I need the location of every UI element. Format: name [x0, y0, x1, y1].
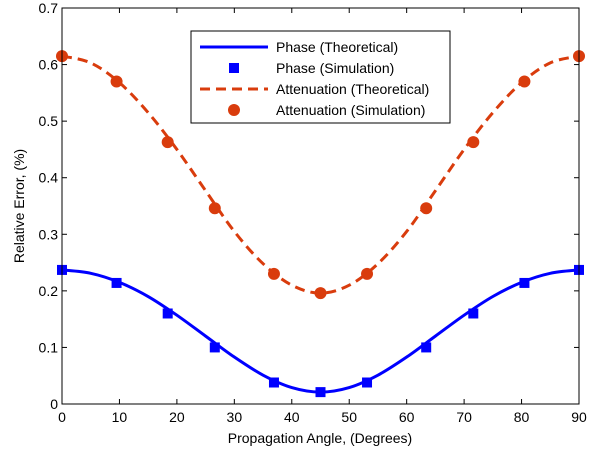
x-tick-label: 50: [341, 409, 357, 425]
y-tick-label: 0.2: [39, 283, 59, 299]
data-point-circle: [314, 287, 327, 300]
legend-entry: Phase (Theoretical): [200, 39, 398, 55]
legend-label: Attenuation (Theoretical): [276, 81, 429, 97]
legend-entry: Phase (Simulation): [229, 60, 394, 76]
data-point-square: [468, 308, 479, 319]
data-point-circle: [518, 75, 531, 88]
y-tick-label: 0.4: [39, 170, 59, 186]
data-point-square: [162, 308, 173, 319]
series-layer: [56, 50, 585, 398]
legend-entry: Attenuation (Theoretical): [200, 81, 429, 97]
data-point-square: [362, 377, 373, 388]
data-point-circle: [467, 136, 480, 149]
data-point-square: [209, 342, 220, 353]
x-tick-label: 30: [227, 409, 243, 425]
data-point-circle: [267, 267, 280, 280]
x-tick-label: 0: [58, 409, 66, 425]
legend-square-swatch: [229, 63, 239, 73]
x-tick-label: 90: [571, 409, 587, 425]
legend-entry: Attenuation (Simulation): [228, 102, 425, 118]
legend-items: Phase (Theoretical) Phase (Simulation) Att…: [200, 39, 429, 118]
y-tick-label: 0: [50, 396, 58, 412]
data-point-square: [315, 387, 326, 398]
x-tick-label: 40: [284, 409, 300, 425]
data-point-square: [268, 377, 279, 388]
data-point-square: [421, 342, 432, 353]
y-tick-label: 0.7: [39, 0, 59, 16]
data-point-circle: [361, 267, 374, 280]
x-tick-label: 70: [456, 409, 472, 425]
data-point-circle: [208, 202, 221, 215]
legend-label: Phase (Theoretical): [276, 39, 398, 55]
y-tick-label: 0.3: [39, 226, 59, 242]
legend-label: Attenuation (Simulation): [276, 102, 425, 118]
data-point-circle: [420, 202, 433, 215]
x-axis-title: Propagation Angle, (Degrees): [228, 430, 412, 446]
y-axis-title: Relative Error, (%): [11, 149, 27, 263]
x-tick-label: 80: [514, 409, 530, 425]
x-tick-label: 10: [112, 409, 128, 425]
series-3: [56, 50, 585, 300]
ticks-layer: 0 10 20 30 40 50 60 70 80 90 0 0.1 0.2 0.3 0.4 0.5 0.6 0.…: [39, 0, 587, 425]
x-tick-label: 20: [169, 409, 185, 425]
x-tick-label: 60: [399, 409, 415, 425]
legend-circle-swatch: [228, 104, 240, 116]
y-tick-label: 0.6: [39, 57, 59, 73]
data-point-square: [519, 277, 530, 288]
data-point-circle: [110, 75, 123, 88]
legend-label: Phase (Simulation): [276, 60, 394, 76]
plot-frame: [61, 7, 580, 405]
legend: Phase (Theoretical) Phase (Simulation) Att…: [190, 30, 451, 124]
y-tick-label: 0.5: [39, 113, 59, 129]
data-point-square: [111, 277, 122, 288]
data-point-circle: [161, 136, 174, 149]
y-tick-label: 0.1: [39, 339, 59, 355]
